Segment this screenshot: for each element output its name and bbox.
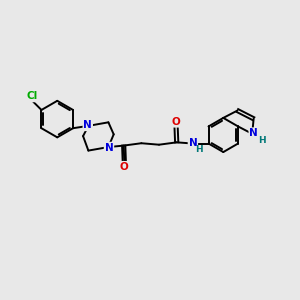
Text: O: O — [172, 117, 181, 127]
Text: O: O — [120, 162, 129, 172]
Text: H: H — [195, 146, 202, 154]
Text: N: N — [105, 142, 113, 153]
Text: N: N — [188, 138, 197, 148]
Text: H: H — [258, 136, 266, 145]
Text: N: N — [249, 128, 258, 138]
Text: N: N — [83, 120, 92, 130]
Text: Cl: Cl — [26, 92, 37, 101]
